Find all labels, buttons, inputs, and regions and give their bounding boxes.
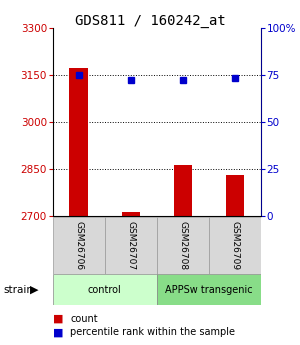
Text: GSM26707: GSM26707 bbox=[126, 221, 135, 270]
Bar bbox=[157, 217, 209, 274]
Text: ▶: ▶ bbox=[30, 285, 39, 295]
Bar bbox=[157, 274, 261, 305]
Text: GDS811 / 160242_at: GDS811 / 160242_at bbox=[75, 14, 225, 28]
Text: ■: ■ bbox=[52, 314, 63, 324]
Text: GSM26706: GSM26706 bbox=[74, 221, 83, 270]
Text: ■: ■ bbox=[52, 327, 63, 337]
Text: count: count bbox=[70, 314, 98, 324]
Bar bbox=[69, 68, 88, 216]
Text: control: control bbox=[88, 285, 122, 295]
Text: percentile rank within the sample: percentile rank within the sample bbox=[70, 327, 236, 337]
Bar bbox=[122, 213, 140, 216]
Bar bbox=[209, 217, 261, 274]
Text: GSM26708: GSM26708 bbox=[178, 221, 187, 270]
Bar bbox=[52, 274, 157, 305]
Bar bbox=[226, 175, 244, 216]
Text: strain: strain bbox=[3, 285, 33, 295]
Bar bbox=[174, 166, 192, 216]
Text: APPSw transgenic: APPSw transgenic bbox=[165, 285, 253, 295]
Bar bbox=[52, 217, 105, 274]
Text: GSM26709: GSM26709 bbox=[230, 221, 239, 270]
Bar bbox=[105, 217, 157, 274]
